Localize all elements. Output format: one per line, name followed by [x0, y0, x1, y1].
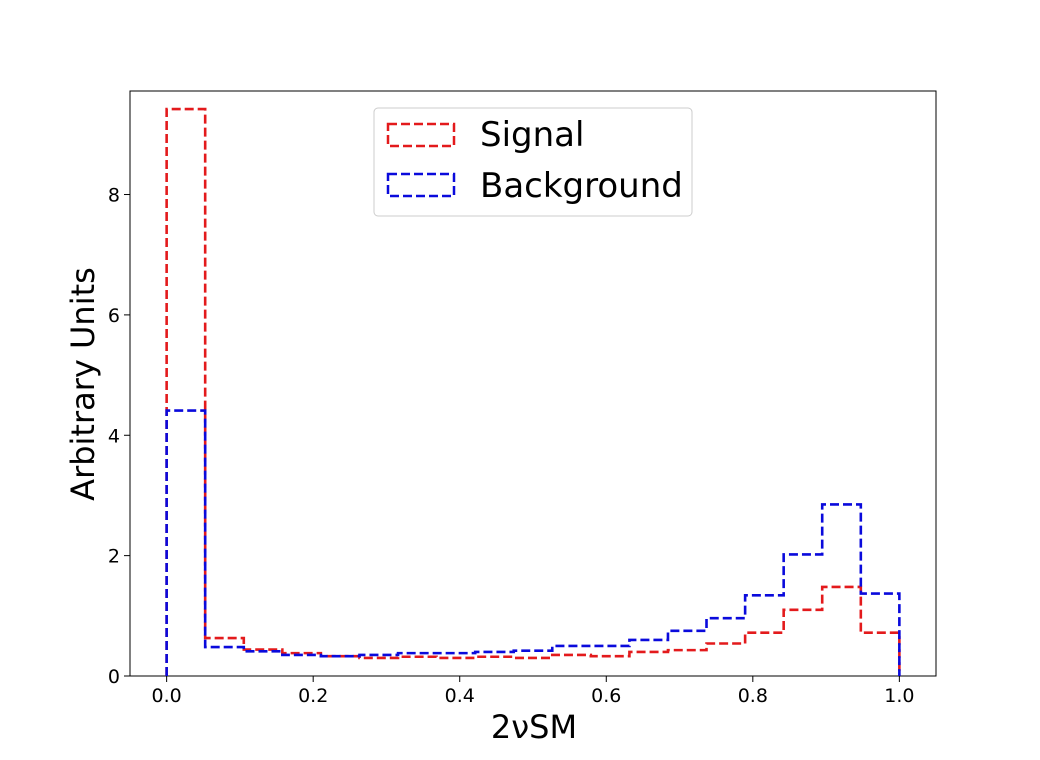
- x-tick-label: 0.4: [445, 685, 475, 707]
- y-tick-label: 4: [108, 425, 120, 447]
- plot-frame: [129, 90, 937, 677]
- series-layer: [165, 107, 901, 676]
- x-tick-label: 0.2: [298, 685, 328, 707]
- legend: Signal Background: [373, 107, 693, 217]
- y-axis: 0 2 4 6 8: [108, 185, 130, 688]
- legend-swatch-signal: [386, 122, 456, 148]
- x-tick-label: 1.0: [884, 685, 914, 707]
- x-tick-label: 0.0: [152, 685, 182, 707]
- y-tick-label: 6: [108, 305, 120, 327]
- series-line-background: [165, 409, 901, 676]
- plot-area: [129, 90, 937, 677]
- x-axis: 0.0 0.2 0.4 0.6 0.8 1.0: [152, 676, 914, 707]
- x-tick-label: 0.6: [591, 685, 621, 707]
- y-axis-label: Arbitrary Units: [64, 267, 102, 501]
- legend-label-background: Background: [480, 166, 683, 206]
- y-tick-label: 8: [108, 185, 120, 207]
- x-axis-label: 2νSM: [491, 708, 577, 746]
- y-tick-label: 0: [108, 666, 120, 688]
- y-tick-label: 2: [108, 546, 120, 568]
- legend-label-signal: Signal: [480, 115, 584, 155]
- legend-swatch-background: [386, 172, 456, 198]
- x-tick-label: 0.8: [738, 685, 768, 707]
- series-line-signal: [165, 107, 901, 676]
